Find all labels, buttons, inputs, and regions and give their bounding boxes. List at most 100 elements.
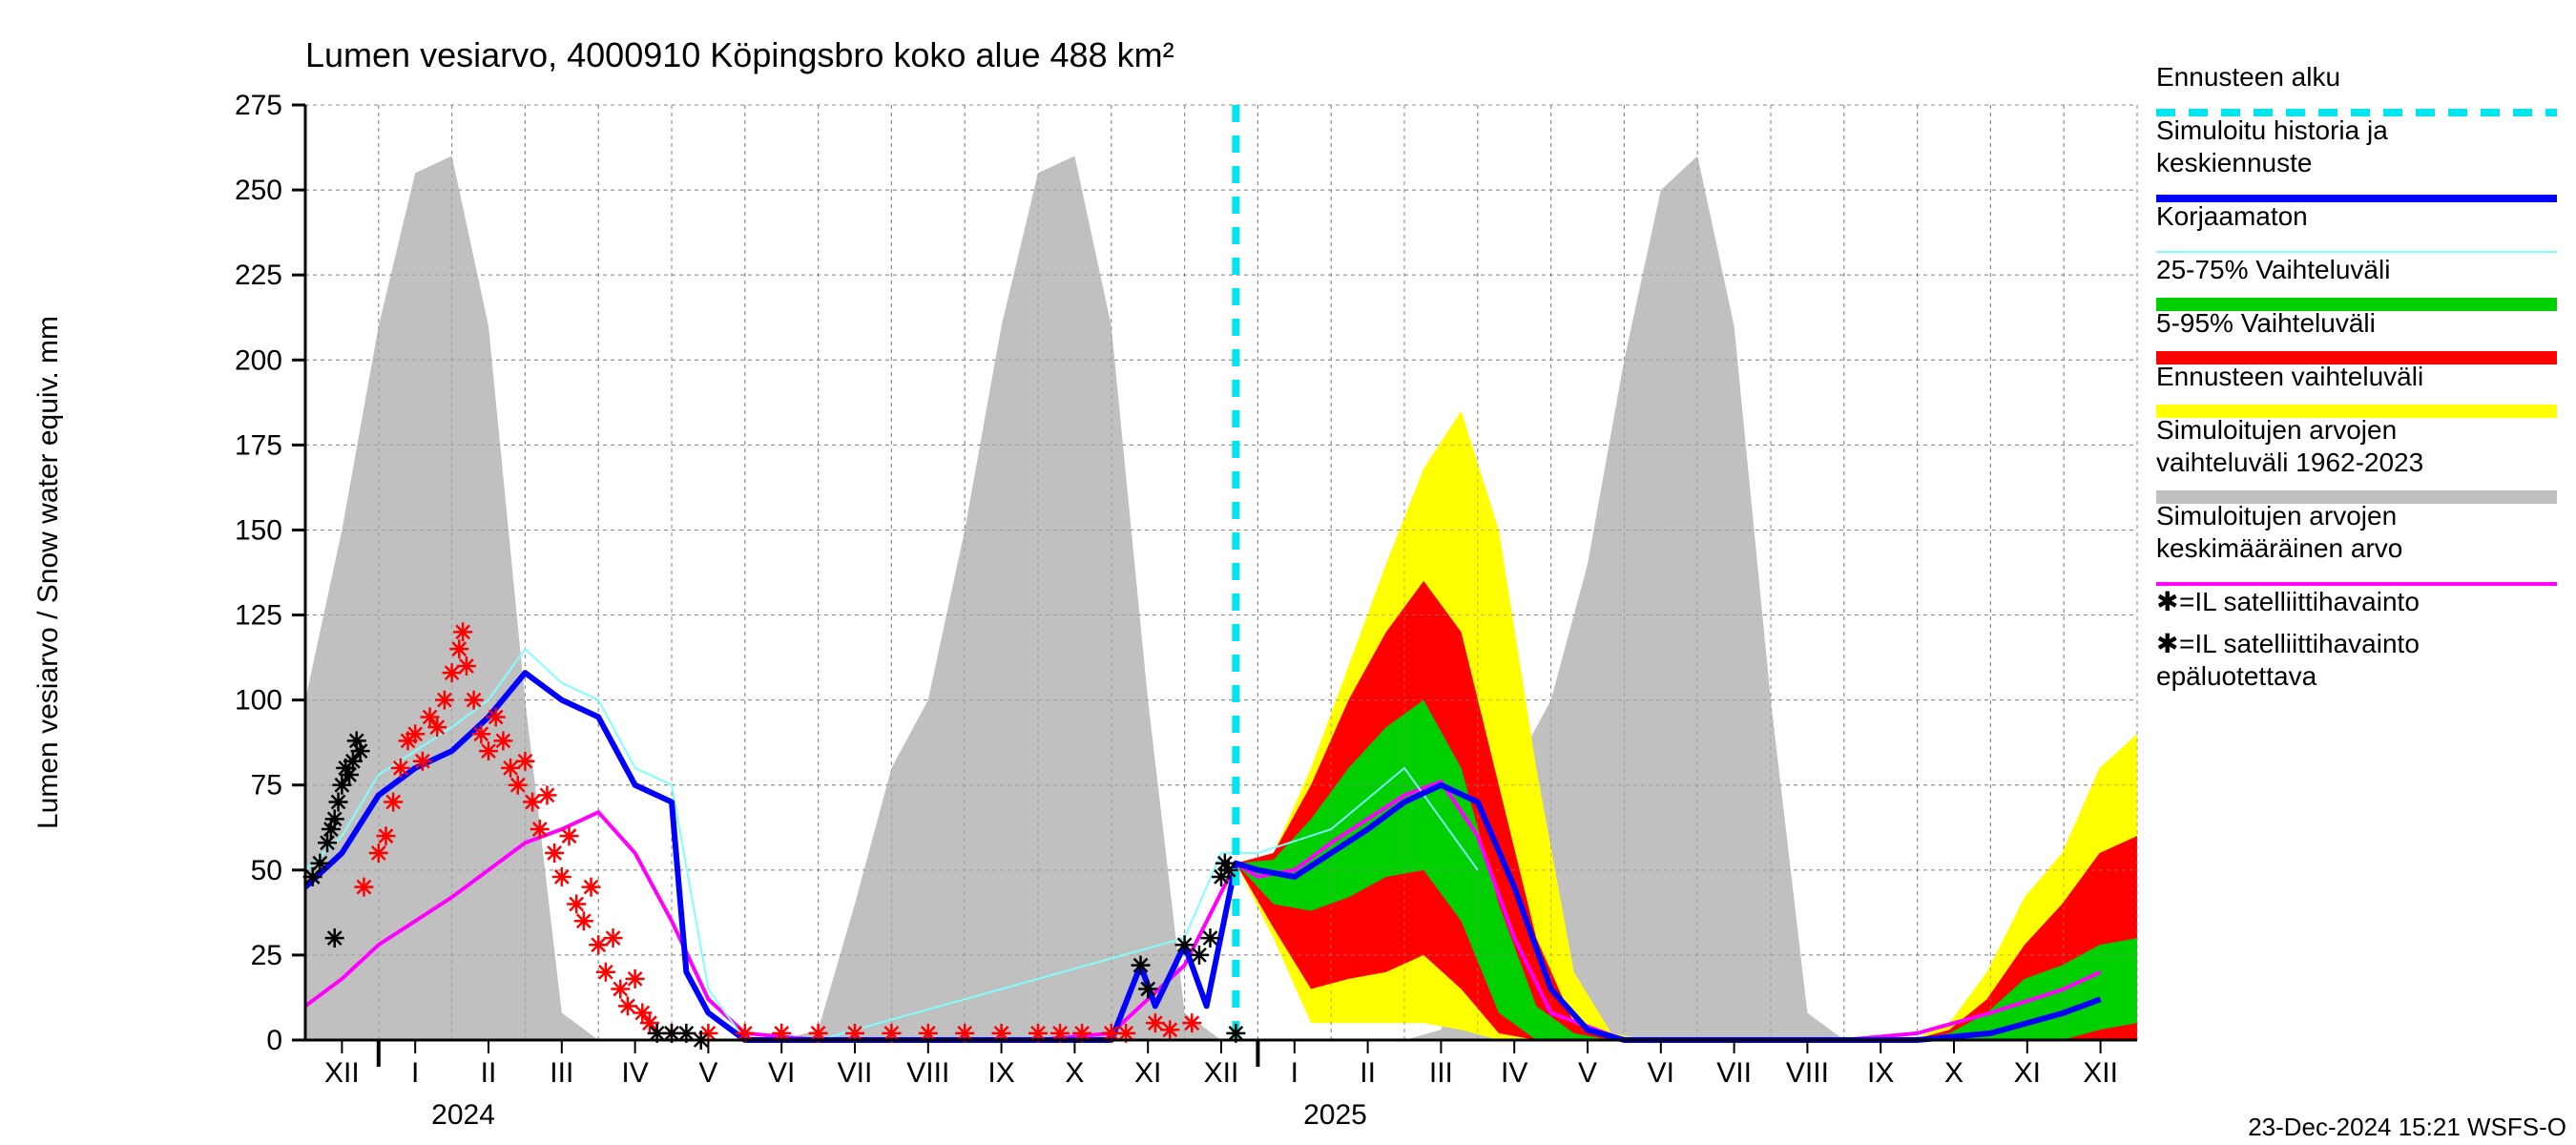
- x-tick-label: V: [698, 1057, 717, 1089]
- sat-obs-marker: [325, 928, 344, 947]
- x-tick-label: VI: [768, 1057, 795, 1089]
- x-tick-label: XII: [324, 1057, 360, 1089]
- x-tick-label: VI: [1648, 1057, 1674, 1089]
- legend-label: =IL satelliittihavainto: [2179, 587, 2420, 616]
- sat-obs-unreliable-marker: [376, 826, 395, 845]
- sat-obs-marker: [1190, 946, 1209, 965]
- sat-obs-marker: [310, 854, 329, 873]
- sat-obs-unreliable-marker: [435, 691, 454, 710]
- x-tick-label: IV: [621, 1057, 648, 1089]
- x-year-label: 2024: [431, 1099, 495, 1131]
- x-tick-label: X: [1065, 1057, 1084, 1089]
- sat-obs-marker: [1200, 928, 1219, 947]
- sat-obs-marker: [325, 809, 344, 828]
- sat-obs-unreliable-marker: [1160, 1020, 1179, 1039]
- sat-obs-marker: [1175, 935, 1195, 954]
- sat-obs-unreliable-marker: [471, 724, 490, 743]
- y-tick-label: 250: [235, 175, 282, 206]
- x-tick-label: VIII: [906, 1057, 949, 1089]
- sat-obs-unreliable-marker: [391, 759, 410, 778]
- y-tick-label: 100: [235, 685, 282, 717]
- sat-obs-unreliable-marker: [515, 752, 534, 771]
- y-tick-label: 50: [251, 855, 282, 886]
- sat-obs-unreliable-marker: [413, 752, 432, 771]
- sat-obs-unreliable-marker: [1182, 1013, 1201, 1032]
- legend-label: vaihteluväli 1962-2023: [2156, 448, 2423, 477]
- y-tick-label: 0: [266, 1025, 282, 1056]
- x-tick-label: I: [411, 1057, 419, 1089]
- sat-obs-unreliable-marker: [493, 731, 512, 750]
- legend-label: keskiennuste: [2156, 148, 2312, 177]
- sat-obs-unreliable-marker: [384, 793, 403, 812]
- y-tick-label: 150: [235, 514, 282, 546]
- sat-obs-unreliable-marker: [567, 894, 586, 913]
- sat-obs-unreliable-marker: [427, 718, 447, 737]
- y-tick-label: 125: [235, 600, 282, 632]
- sat-obs-unreliable-marker: [626, 969, 645, 989]
- x-tick-label: VIII: [1786, 1057, 1829, 1089]
- sat-obs-unreliable-marker: [369, 843, 388, 863]
- sat-obs-unreliable-marker: [405, 724, 425, 743]
- legend-label: 25-75% Vaihteluväli: [2156, 255, 2390, 284]
- sat-obs-marker: [318, 833, 337, 852]
- x-tick-label: IX: [1867, 1057, 1894, 1089]
- legend-marker-glyph: ✱: [2156, 587, 2178, 616]
- chart-svg: 0255075100125150175200225250275XIIIIIIII…: [0, 0, 2576, 1145]
- x-year-label: 2025: [1303, 1099, 1367, 1131]
- x-tick-label: V: [1578, 1057, 1597, 1089]
- sat-obs-marker: [1219, 861, 1238, 880]
- x-tick-label: III: [1429, 1057, 1453, 1089]
- sat-obs-unreliable-marker: [537, 785, 556, 804]
- legend-label: Ennusteen alku: [2156, 62, 2340, 92]
- sat-obs-unreliable-marker: [582, 878, 601, 897]
- legend-label: Simuloitujen arvojen: [2156, 501, 2397, 531]
- sat-obs-unreliable-marker: [479, 741, 498, 760]
- y-tick-label: 225: [235, 260, 282, 291]
- sat-obs-unreliable-marker: [574, 911, 593, 930]
- sat-obs-unreliable-marker: [559, 826, 578, 845]
- legend-label: =IL satelliittihavainto: [2179, 629, 2420, 658]
- y-tick-label: 25: [251, 940, 282, 971]
- legend-label: keskimääräinen arvo: [2156, 533, 2402, 563]
- sat-obs-unreliable-marker: [354, 878, 373, 897]
- legend-label: Ennusteen vaihteluväli: [2156, 362, 2423, 391]
- x-tick-label: I: [1291, 1057, 1298, 1089]
- sat-obs-unreliable-marker: [509, 776, 528, 795]
- chart-container: 0255075100125150175200225250275XIIIIIIII…: [0, 0, 2576, 1145]
- sat-obs-marker: [1132, 956, 1151, 975]
- sat-obs-unreliable-marker: [611, 980, 630, 999]
- legend-label: epäluotettava: [2156, 661, 2317, 691]
- x-tick-label: XI: [1134, 1057, 1161, 1089]
- sat-obs-marker: [351, 741, 370, 760]
- legend-label: Simuloitu historia ja: [2156, 115, 2388, 145]
- chart-footer: 23-Dec-2024 15:21 WSFS-O: [2248, 1113, 2566, 1141]
- x-tick-label: VII: [838, 1057, 873, 1089]
- y-tick-label: 175: [235, 429, 282, 461]
- x-tick-label: II: [1360, 1057, 1376, 1089]
- sat-obs-unreliable-marker: [530, 820, 550, 839]
- sat-obs-unreliable-marker: [604, 928, 623, 947]
- sat-obs-unreliable-marker: [545, 843, 564, 863]
- sat-obs-unreliable-marker: [487, 707, 506, 726]
- x-tick-label: XI: [2014, 1057, 2041, 1089]
- x-tick-label: III: [550, 1057, 573, 1089]
- x-tick-label: IX: [987, 1057, 1014, 1089]
- sat-obs-marker: [340, 765, 359, 784]
- x-tick-label: IV: [1501, 1057, 1527, 1089]
- x-tick-label: XII: [2083, 1057, 2118, 1089]
- sat-obs-unreliable-marker: [552, 867, 571, 886]
- sat-obs-unreliable-marker: [465, 691, 484, 710]
- legend-label: 5-95% Vaihteluväli: [2156, 308, 2376, 338]
- legend-label: Simuloitujen arvojen: [2156, 415, 2397, 445]
- sat-obs-unreliable-marker: [457, 656, 476, 676]
- sat-obs-marker: [329, 793, 348, 812]
- chart-title: Lumen vesiarvo, 4000910 Köpingsbro koko …: [305, 35, 1174, 74]
- y-tick-label: 75: [251, 770, 282, 802]
- y-axis-label: Lumen vesiarvo / Snow water equiv. mm: [32, 316, 64, 829]
- x-tick-label: X: [1944, 1057, 1963, 1089]
- legend-marker-glyph: ✱: [2156, 629, 2178, 658]
- y-tick-label: 275: [235, 90, 282, 121]
- x-tick-label: XII: [1204, 1057, 1239, 1089]
- sat-obs-marker: [1138, 980, 1157, 999]
- sat-obs-unreliable-marker: [449, 639, 468, 658]
